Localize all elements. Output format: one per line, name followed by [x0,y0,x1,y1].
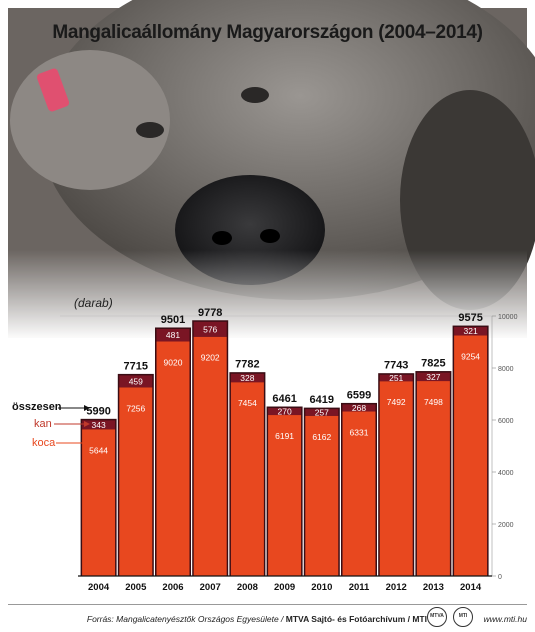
bar-koca-2013 [416,381,450,576]
label-koca-2011: 6331 [350,427,369,437]
bar-koca-2006 [156,341,190,576]
bar-kan-2012 [379,374,413,382]
footer-divider [8,604,527,605]
y-axis: 0 2000 4000 6000 8000 10000 [491,314,518,581]
legend-koca: koca [32,437,56,449]
bar-group: 5644 343 5990 7256 459 7715 9020 481 9501 9202 576… [80,307,489,576]
arrow-total-head [84,405,90,411]
label-kan-2012: 251 [389,373,403,383]
source-text: Forrás: Mangalicatenyésztők Országos Egy… [86,614,286,624]
label-koca-2007: 9202 [201,353,220,363]
label-total-2013: 7825 [421,358,445,370]
y-tick-4000: 4000 [498,470,514,477]
label-total-2006: 9501 [161,314,185,326]
bar-koca-2014 [454,335,488,576]
x-tick-2008: 2008 [237,582,258,593]
x-tick-2009: 2009 [274,582,295,593]
bar-kan-2006 [156,328,190,342]
label-koca-2013: 7498 [424,397,443,407]
y-tick-10000: 10000 [498,314,518,321]
label-koca-2014: 9254 [461,351,480,361]
x-tick-2010: 2010 [311,582,332,593]
y-tick-2000: 2000 [498,522,514,529]
label-total-2009: 6461 [272,393,296,405]
label-koca-2008: 7454 [238,398,257,408]
arrow-kan-head [84,421,90,427]
mangalica-pig-photo [8,0,535,340]
x-tick-2004: 2004 [88,582,110,593]
x-tick-2012: 2012 [386,582,407,593]
credit-text: MTVA Sajtó- és Fotóarchívum / MTI [285,614,427,624]
label-koca-2006: 9020 [164,357,183,367]
label-koca-2004: 5644 [89,445,108,455]
bar-kan-2013 [416,372,450,382]
bar-kan-2010 [305,409,339,416]
label-kan-2007: 576 [203,324,217,334]
label-total-2011: 6599 [347,389,371,401]
bar-koca-2008 [230,382,264,576]
label-total-2005: 7715 [124,360,148,372]
label-kan-2005: 459 [129,376,143,386]
x-tick-2006: 2006 [162,582,183,593]
bar-kan-2008 [230,373,264,383]
chart-title: Mangalicaállomány Magyarországon (2004–2… [52,22,483,43]
label-koca-2012: 7492 [387,397,406,407]
bar-koca-2012 [379,381,413,576]
label-kan-2008: 328 [240,373,254,383]
label-kan-2006: 481 [166,330,180,340]
bar-kan-2007 [193,321,227,337]
x-tick-2014: 2014 [460,582,482,593]
x-tick-2011: 2011 [349,582,370,593]
label-kan-2014: 321 [464,326,478,336]
bar-kan-2005 [119,375,153,388]
legend-kan: kan [34,418,52,430]
label-koca-2005: 7256 [126,403,145,413]
label-kan-2013: 327 [426,372,440,382]
legend-total: összesen [12,401,62,413]
unit-label: (darab) [74,296,113,310]
bar-koca-2004 [82,429,116,576]
bar-kan-2009 [268,408,302,416]
label-total-2010: 6419 [310,394,334,406]
label-total-2008: 7782 [235,359,259,371]
bar-koca-2007 [193,336,227,576]
y-tick-0: 0 [498,574,502,581]
y-tick-8000: 8000 [498,366,514,373]
x-tick-2007: 2007 [200,582,221,593]
bar-kan-2004 [82,420,116,430]
bar-kan-2014 [454,327,488,336]
label-kan-2004: 343 [92,420,106,430]
label-koca-2009: 6191 [275,431,294,441]
bar-koca-2011 [342,411,376,576]
label-total-2014: 9575 [458,312,482,324]
website-link[interactable]: www.mti.hu [483,614,527,624]
label-total-2007: 9778 [198,307,222,319]
y-tick-6000: 6000 [498,418,514,425]
bar-kan-2011 [342,404,376,412]
label-koca-2010: 6162 [312,432,331,442]
mti-logo: MTI [453,607,473,627]
x-tick-2013: 2013 [423,582,444,593]
label-kan-2010: 257 [315,407,329,417]
x-tick-2005: 2005 [125,582,147,593]
label-kan-2011: 268 [352,403,366,413]
mtva-logo: MTVA [427,607,447,627]
bar-koca-2009 [268,415,302,576]
x-axis-labels: 2004 2005 2006 2007 2008 2009 2010 2011 2012 2013… [88,582,482,593]
label-total-2012: 7743 [384,360,408,372]
source-credit: Forrás: Mangalicatenyésztők Országos Egy… [87,614,427,624]
label-kan-2009: 270 [278,407,292,417]
bar-koca-2010 [305,415,339,576]
label-total-2004: 5990 [86,405,110,417]
arrow-koca-head [84,440,90,446]
bar-koca-2005 [119,387,153,576]
